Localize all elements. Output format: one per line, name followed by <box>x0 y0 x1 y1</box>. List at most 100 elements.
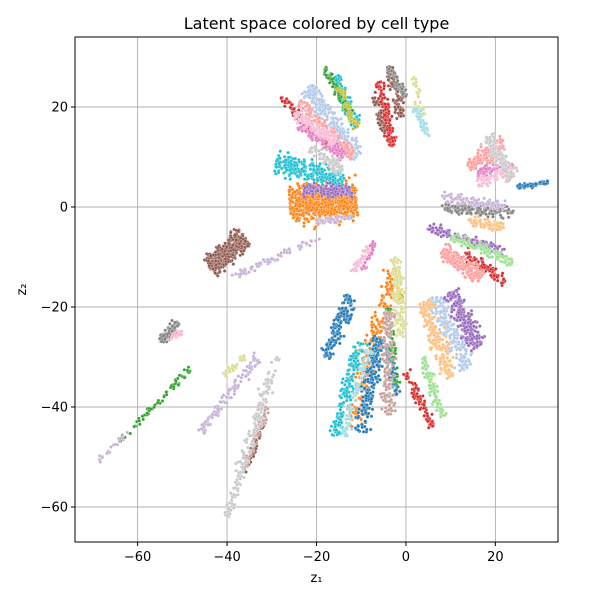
scatter-point <box>348 354 353 358</box>
scatter-point <box>374 331 379 336</box>
scatter-point <box>336 336 341 341</box>
scatter-point <box>461 255 466 259</box>
scatter-point <box>476 151 480 156</box>
scatter-point <box>323 69 328 73</box>
scatter-point <box>459 237 463 241</box>
scatter-point <box>344 196 349 200</box>
scatter-point <box>351 219 355 223</box>
scatter-point <box>438 337 442 342</box>
scatter-point <box>353 350 358 354</box>
scatter-point <box>437 327 442 332</box>
scatter-point <box>350 195 354 200</box>
scatter-point <box>324 73 328 78</box>
scatter-point <box>128 431 132 436</box>
scatter-point <box>455 301 460 305</box>
scatter-point <box>346 127 350 132</box>
scatter-point <box>395 366 399 370</box>
scatter-point <box>346 155 351 159</box>
scatter-point <box>425 414 430 418</box>
scatter-point <box>423 358 427 363</box>
scatter-point <box>322 104 327 108</box>
scatter-point <box>466 240 471 244</box>
scatter-point <box>308 163 313 167</box>
scatter-point <box>436 305 440 309</box>
scatter-point <box>473 215 477 219</box>
scatter-point <box>465 251 470 256</box>
scatter-point <box>447 346 451 351</box>
scatter-point <box>292 107 296 111</box>
scatter-point <box>462 355 466 359</box>
scatter-point <box>342 176 346 181</box>
scatter-point <box>347 176 352 180</box>
scatter-point <box>497 224 501 229</box>
scatter-point <box>345 388 349 393</box>
scatter-point <box>342 390 346 395</box>
scatter-point <box>478 219 482 224</box>
scatter-point <box>445 356 449 360</box>
scatter-point <box>449 373 454 378</box>
scatter-point <box>303 185 307 190</box>
scatter-point <box>441 233 446 238</box>
scatter-point <box>529 184 533 188</box>
scatter-point <box>290 206 294 210</box>
scatter-point <box>326 76 331 80</box>
scatter-point <box>464 336 468 340</box>
scatter-point <box>349 299 353 303</box>
scatter-point <box>341 190 345 194</box>
scatter-point <box>543 181 548 186</box>
scatter-point <box>495 278 500 283</box>
scatter-point <box>324 203 328 208</box>
scatter-point <box>453 261 458 265</box>
scatter-point <box>451 355 455 360</box>
scatter-point <box>223 241 227 245</box>
scatter-point <box>331 338 336 343</box>
scatter-point <box>442 300 446 304</box>
scatter-point <box>138 422 142 427</box>
scatter-point <box>357 407 361 411</box>
scatter-point <box>207 263 211 268</box>
scatter-point <box>278 156 282 160</box>
scatter-point <box>456 340 461 344</box>
scatter-point <box>479 251 483 255</box>
scatter-point <box>474 261 478 265</box>
scatter-point <box>233 233 237 238</box>
scatter-point <box>450 304 455 309</box>
scatter-point <box>310 157 314 162</box>
scatter-point <box>305 190 309 195</box>
scatter-point <box>310 192 315 197</box>
scatter-point <box>451 292 456 297</box>
scatter-point <box>313 114 318 118</box>
scatter-point <box>355 210 360 215</box>
scatter-point <box>442 309 446 313</box>
scatter-point <box>313 110 317 114</box>
scatter-point <box>369 397 374 401</box>
scatter-point <box>297 169 301 174</box>
scatter-point <box>378 339 383 344</box>
scatter-point <box>286 155 291 160</box>
scatter-point <box>352 367 356 372</box>
scatter-point <box>405 371 410 376</box>
scatter-point <box>346 368 350 373</box>
scatter-point <box>483 148 488 152</box>
scatter-point <box>475 266 479 271</box>
scatter-point <box>317 116 322 120</box>
scatter-point <box>465 365 469 370</box>
scatter-point <box>346 321 351 325</box>
scatter-point <box>388 304 393 308</box>
scatter-point <box>492 277 497 282</box>
scatter-point <box>428 380 432 384</box>
scatter-point <box>318 214 322 218</box>
scatter-point <box>283 163 287 167</box>
scatter-point <box>280 166 284 171</box>
scatter-point <box>393 378 397 383</box>
scatter-point <box>467 237 471 241</box>
scatter-point <box>328 176 332 180</box>
scatter-point <box>240 244 244 249</box>
scatter-point <box>387 109 391 114</box>
scatter-point <box>320 170 325 174</box>
scatter-point <box>304 200 308 205</box>
scatter-point <box>357 113 362 118</box>
scatter-point <box>390 284 394 288</box>
scatter-point <box>295 181 300 186</box>
scatter-point <box>140 414 145 418</box>
